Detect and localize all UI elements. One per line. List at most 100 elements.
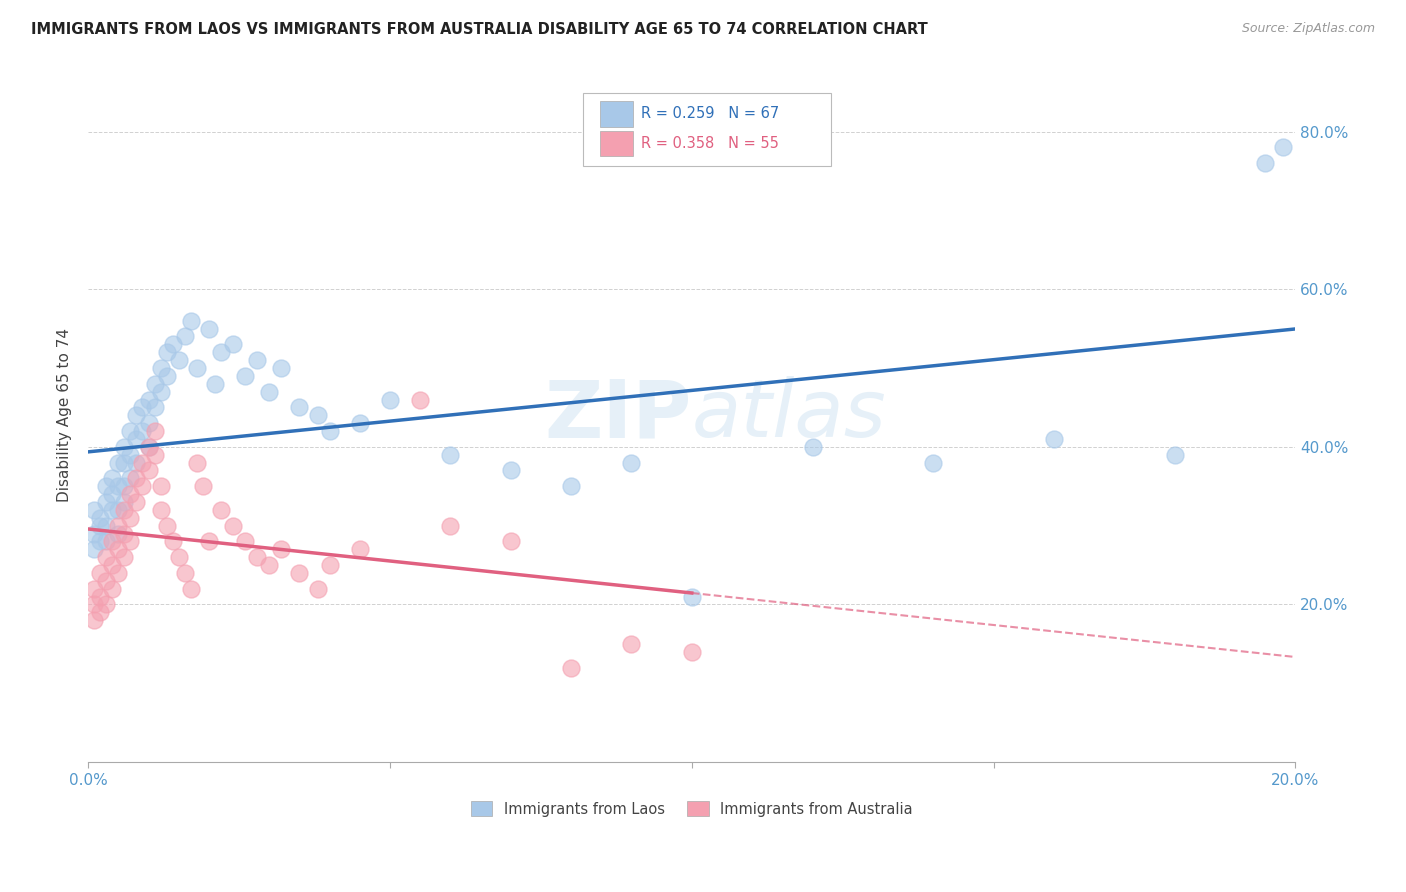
Point	[198, 321, 221, 335]
Point	[499, 463, 522, 477]
Point	[83, 598, 105, 612]
Point	[83, 526, 105, 541]
Point	[107, 566, 129, 580]
Point	[125, 495, 148, 509]
Point	[156, 345, 179, 359]
Point	[112, 550, 135, 565]
Point	[125, 456, 148, 470]
FancyBboxPatch shape	[600, 101, 633, 127]
Point	[112, 440, 135, 454]
Point	[96, 534, 118, 549]
Text: Source: ZipAtlas.com: Source: ZipAtlas.com	[1241, 22, 1375, 36]
Point	[439, 518, 461, 533]
Point	[120, 448, 142, 462]
Point	[120, 424, 142, 438]
Y-axis label: Disability Age 65 to 74: Disability Age 65 to 74	[58, 328, 72, 502]
Point	[156, 368, 179, 383]
Point	[101, 582, 124, 596]
Point	[96, 598, 118, 612]
Point	[1254, 156, 1277, 170]
Point	[349, 542, 371, 557]
Point	[120, 510, 142, 524]
Point	[138, 440, 160, 454]
Point	[162, 534, 184, 549]
Point	[89, 534, 111, 549]
Point	[257, 558, 280, 572]
Point	[307, 409, 329, 423]
FancyBboxPatch shape	[583, 93, 831, 166]
Point	[149, 503, 172, 517]
Point	[620, 637, 643, 651]
Point	[257, 384, 280, 399]
Point	[112, 495, 135, 509]
Point	[120, 487, 142, 501]
Point	[131, 456, 153, 470]
Point	[801, 440, 824, 454]
Point	[107, 526, 129, 541]
Point	[149, 384, 172, 399]
Point	[246, 353, 269, 368]
Point	[270, 361, 292, 376]
Point	[107, 479, 129, 493]
Point	[439, 448, 461, 462]
Point	[222, 518, 245, 533]
Point	[125, 471, 148, 485]
Text: atlas: atlas	[692, 376, 887, 454]
Point	[270, 542, 292, 557]
Point	[101, 471, 124, 485]
Point	[1043, 432, 1066, 446]
Point	[107, 542, 129, 557]
Point	[96, 518, 118, 533]
Point	[162, 337, 184, 351]
Text: R = 0.259   N = 67: R = 0.259 N = 67	[641, 106, 779, 121]
Point	[318, 558, 340, 572]
Point	[89, 605, 111, 619]
Text: ZIP: ZIP	[544, 376, 692, 454]
Point	[143, 424, 166, 438]
Point	[143, 448, 166, 462]
Point	[560, 660, 582, 674]
Point	[89, 518, 111, 533]
Point	[681, 590, 703, 604]
Point	[125, 409, 148, 423]
Point	[138, 392, 160, 407]
Point	[191, 479, 214, 493]
Point	[409, 392, 432, 407]
Point	[83, 503, 105, 517]
Point	[112, 503, 135, 517]
Point	[204, 376, 226, 391]
Point	[101, 487, 124, 501]
Point	[120, 534, 142, 549]
Point	[89, 566, 111, 580]
Point	[96, 574, 118, 588]
Point	[138, 440, 160, 454]
Point	[233, 368, 256, 383]
Point	[101, 503, 124, 517]
Point	[156, 518, 179, 533]
Point	[107, 518, 129, 533]
Point	[180, 582, 202, 596]
Point	[620, 456, 643, 470]
Point	[131, 401, 153, 415]
Point	[288, 401, 311, 415]
Point	[180, 314, 202, 328]
Point	[681, 645, 703, 659]
Point	[499, 534, 522, 549]
Point	[112, 479, 135, 493]
Point	[149, 361, 172, 376]
Point	[101, 558, 124, 572]
Point	[112, 456, 135, 470]
Text: R = 0.358   N = 55: R = 0.358 N = 55	[641, 136, 779, 151]
Point	[96, 495, 118, 509]
Point	[186, 361, 208, 376]
Point	[318, 424, 340, 438]
Point	[131, 424, 153, 438]
Point	[83, 582, 105, 596]
Point	[112, 526, 135, 541]
Point	[83, 613, 105, 627]
Point	[138, 463, 160, 477]
Point	[288, 566, 311, 580]
Point	[125, 432, 148, 446]
Point	[83, 542, 105, 557]
Point	[143, 376, 166, 391]
